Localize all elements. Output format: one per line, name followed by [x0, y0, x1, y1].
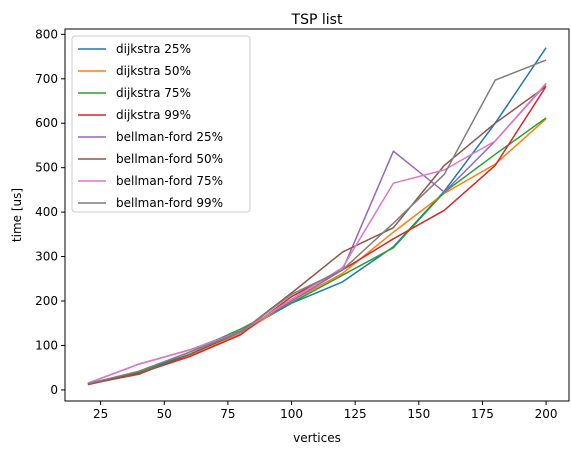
- y-tick-label: 800: [35, 27, 58, 41]
- legend: dijkstra 25% dijkstra 50% dijkstra 75% dijk…: [71, 35, 251, 213]
- x-axis-label: vertices: [293, 431, 341, 445]
- x-tick-label: 75: [220, 407, 235, 421]
- y-tick-label: 0: [50, 383, 58, 397]
- x-axis-ticks: 25 50 75 100 125 150 175 200: [93, 401, 558, 421]
- y-tick-label: 500: [35, 161, 58, 175]
- y-tick-label: 300: [35, 250, 58, 264]
- x-tick-label: 100: [280, 407, 303, 421]
- y-tick-label: 600: [35, 116, 58, 130]
- x-tick-label: 50: [157, 407, 172, 421]
- legend-label-4: dijkstra 99%: [116, 108, 191, 122]
- x-tick-label: 175: [471, 407, 494, 421]
- y-axis-label: time [us]: [10, 188, 24, 242]
- legend-label-6: bellman-ford 50%: [116, 152, 223, 166]
- series-line-6: [87, 85, 547, 385]
- legend-label-2: dijkstra 50%: [116, 64, 191, 78]
- x-tick-label: 200: [535, 407, 558, 421]
- series-line-7: [87, 82, 547, 384]
- y-tick-label: 400: [35, 205, 58, 219]
- legend-frame: [71, 35, 251, 213]
- y-axis-ticks: 0 100 200 300 400 500 600 700 800: [35, 27, 65, 397]
- x-tick-label: 25: [93, 407, 108, 421]
- legend-label-8: bellman-ford 99%: [116, 196, 223, 210]
- series-line-1: [87, 47, 547, 385]
- y-tick-label: 200: [35, 294, 58, 308]
- series-line-8: [87, 59, 547, 385]
- plot-frame: [64, 28, 570, 402]
- x-tick-label: 150: [407, 407, 430, 421]
- legend-label-7: bellman-ford 75%: [116, 174, 223, 188]
- legend-label-1: dijkstra 25%: [116, 42, 191, 56]
- y-tick-label: 700: [35, 72, 58, 86]
- x-tick-label: 125: [344, 407, 367, 421]
- plot-lines: [87, 47, 547, 386]
- chart-title: TSP list: [291, 12, 343, 28]
- legend-label-3: dijkstra 75%: [116, 86, 191, 100]
- legend-label-5: bellman-ford 25%: [116, 130, 223, 144]
- y-tick-label: 100: [35, 338, 58, 352]
